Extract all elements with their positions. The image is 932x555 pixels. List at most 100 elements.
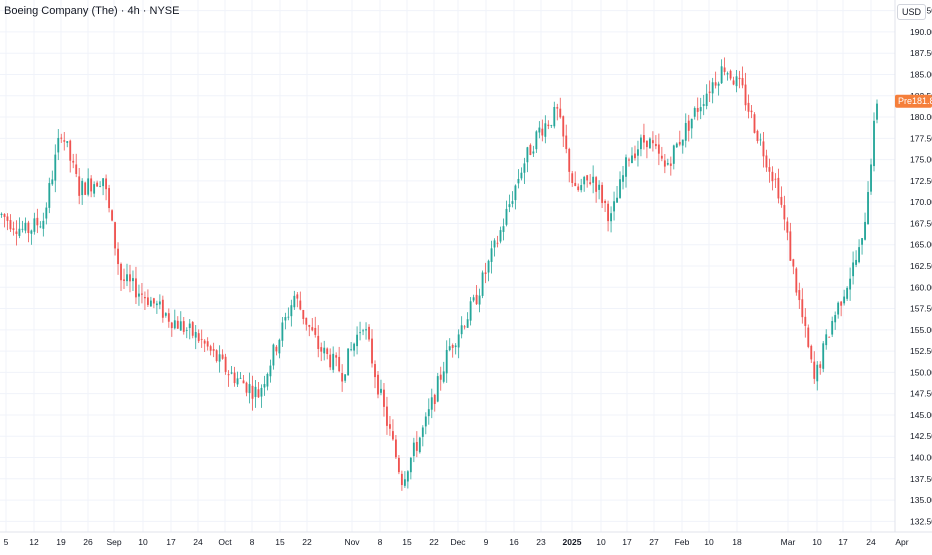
candle-body (439, 374, 442, 380)
candle-body (717, 83, 720, 86)
last-price-tag: Pre 181.86 (895, 94, 932, 108)
candle-body (690, 118, 693, 129)
x-tick-label: 17 (838, 537, 848, 547)
candle-body (230, 372, 233, 374)
candle-body (299, 300, 302, 310)
candle-body (535, 131, 538, 150)
candle-body (801, 299, 804, 318)
candle-body (176, 320, 179, 329)
time-axis[interactable]: 5 12 19 26 Sep 10 17 24 Oct 8 15 22 Nov 8 15 22 Dec 9 16 23… (4, 537, 909, 547)
candle-body (514, 185, 517, 201)
x-tick-label: 8 (378, 537, 383, 547)
candle-body (577, 186, 580, 191)
candle-body (436, 376, 439, 402)
candle-body (260, 387, 263, 397)
candle-body (792, 259, 795, 267)
candle-body (239, 377, 242, 379)
candle-body (344, 374, 347, 381)
candle-body (669, 163, 672, 166)
y-tick-label: 187.50 (910, 48, 932, 58)
candle-body (182, 321, 185, 332)
x-tick-label: 16 (509, 537, 519, 547)
candle-body (12, 228, 15, 230)
candle-body (568, 148, 571, 172)
candle-body (15, 231, 18, 234)
candle-body (771, 171, 774, 182)
candle-body (421, 427, 424, 437)
candle-body (696, 107, 699, 112)
candle-body (783, 205, 786, 220)
candle-body (257, 389, 260, 398)
candle-body (580, 185, 583, 191)
candle-body (735, 76, 738, 87)
candle-body (789, 231, 792, 261)
y-tick-label: 147.50 (910, 389, 932, 399)
candle-body (39, 226, 42, 228)
candle-body (867, 192, 869, 225)
candle-body (359, 332, 361, 334)
candle-body (828, 336, 831, 338)
x-tick-label: 5 (4, 537, 9, 547)
candle-body (681, 139, 684, 146)
candle-body (105, 178, 108, 190)
candle-body (69, 140, 72, 161)
candle-body (233, 372, 236, 384)
candle-body (266, 373, 269, 387)
candle-body (6, 216, 9, 221)
x-tick-label: 23 (536, 537, 546, 547)
candle-body (296, 294, 299, 299)
candle-body (553, 106, 556, 127)
candle-body (816, 364, 819, 382)
x-tick-label: 24 (866, 537, 876, 547)
currency-button[interactable]: USD (896, 4, 926, 20)
candle-body (777, 177, 780, 199)
candle-body (825, 334, 828, 346)
y-tick-label: 167.50 (910, 218, 932, 228)
candle-body (278, 339, 281, 354)
candle-body (57, 137, 60, 153)
candle-body (146, 297, 149, 305)
candle-body (203, 340, 206, 344)
candle-body (99, 185, 102, 187)
candle-body (167, 313, 170, 322)
candle-body (529, 144, 532, 155)
grid-lines (0, 0, 895, 532)
candle-body (430, 397, 433, 410)
x-tick-label: 22 (302, 537, 312, 547)
candle-body (54, 154, 57, 181)
candle-body (236, 378, 239, 385)
candle-body (218, 354, 221, 362)
candle-body (592, 176, 595, 183)
candle-body (541, 128, 544, 136)
y-tick-label: 162.50 (910, 261, 932, 271)
x-tick-label: 19 (56, 537, 66, 547)
y-tick-label: 150.00 (910, 367, 932, 377)
candle-body (371, 338, 373, 364)
candle-body (556, 107, 559, 109)
candle-body (335, 355, 338, 358)
candle-body (284, 317, 287, 321)
price-axis[interactable]: 192.50190.00187.50185.00182.50180.00177.… (910, 6, 932, 527)
candle-body (332, 353, 335, 370)
candle-body (463, 326, 466, 328)
candle-body (822, 343, 825, 369)
candle-body (320, 347, 323, 352)
candle-body (559, 108, 562, 118)
last-price-tag-value: 181.86 (912, 96, 932, 106)
candle-body (517, 178, 520, 184)
candle-body (487, 260, 490, 273)
x-tick-label: 10 (596, 537, 606, 547)
candle-body (684, 123, 687, 141)
candle-body (448, 346, 451, 351)
y-tick-label: 155.00 (910, 325, 932, 335)
candle-body (493, 240, 496, 248)
candle-body (451, 345, 454, 348)
candle-body (726, 73, 729, 75)
candle-body (819, 364, 822, 368)
candle-body (368, 326, 370, 340)
y-tick-label: 135.00 (910, 495, 932, 505)
candle-body (302, 309, 305, 319)
candle-body (397, 457, 400, 473)
